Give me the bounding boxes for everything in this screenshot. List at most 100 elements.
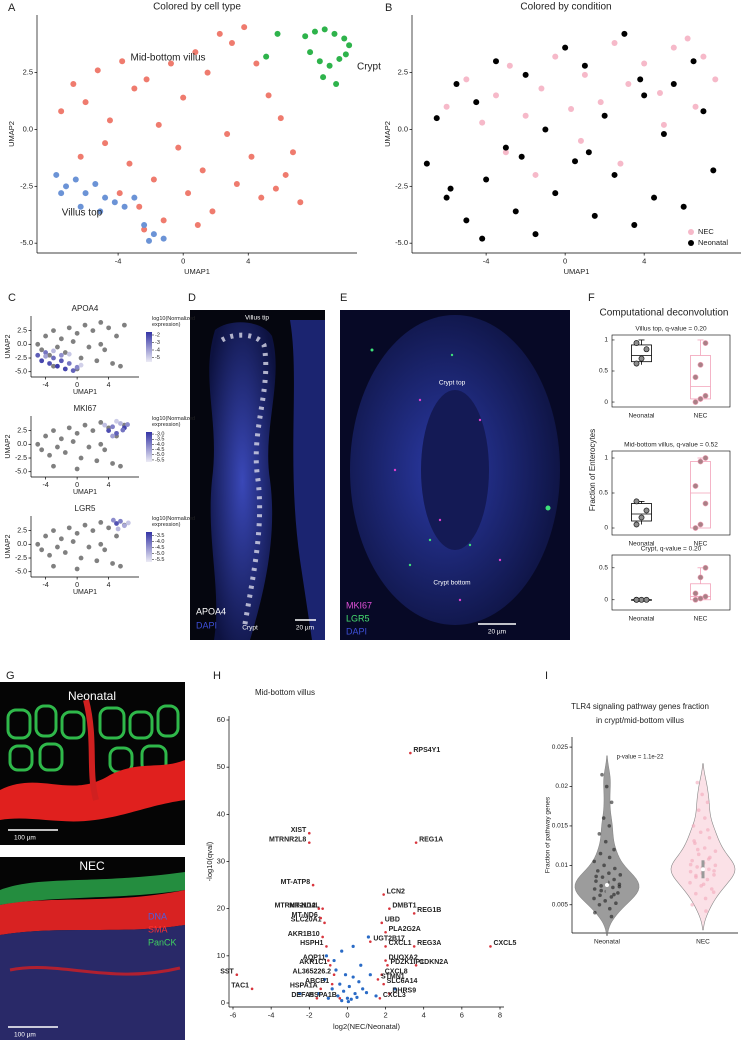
- point: [204, 69, 211, 76]
- point: [43, 353, 49, 359]
- y-tick-label: -2.5: [20, 181, 33, 190]
- point: [51, 355, 56, 361]
- point: [66, 325, 72, 331]
- violin: [574, 755, 640, 936]
- point: [594, 874, 598, 879]
- gene-label: RPS4Y1: [413, 747, 440, 754]
- point: [116, 190, 123, 197]
- point: [591, 212, 598, 219]
- point: [102, 422, 108, 428]
- point: [709, 887, 714, 891]
- gene-label: DHRS9: [392, 987, 416, 994]
- point: [492, 92, 499, 99]
- point: [58, 352, 64, 358]
- colorbar-tick-label: -4.0: [155, 539, 164, 545]
- y-tick-label: 0.01: [555, 862, 568, 869]
- point: [263, 53, 270, 60]
- gene-label: SLC20A1: [291, 917, 322, 924]
- point: [118, 563, 123, 569]
- point: [62, 450, 68, 455]
- point: [338, 982, 342, 986]
- highlight-point: [380, 921, 384, 925]
- point: [512, 208, 519, 215]
- point: [78, 455, 84, 461]
- colorbar: [146, 332, 152, 362]
- point: [51, 363, 56, 369]
- point: [39, 347, 45, 353]
- colorbar-label-box: log10(Normalized expression): [152, 416, 195, 428]
- point: [86, 544, 92, 550]
- point: [102, 140, 109, 147]
- y-tick-label: 0: [221, 998, 225, 1007]
- point: [102, 194, 109, 201]
- point: [63, 183, 70, 190]
- y-tick-label: 20: [217, 904, 225, 913]
- panel-letter: D: [188, 292, 196, 304]
- highlight-point: [412, 945, 416, 948]
- image-e: Crypt top Crypt bottom MKI67 LGR5 DAPI 2…: [340, 310, 570, 640]
- point: [595, 869, 600, 873]
- box: [631, 344, 652, 363]
- point: [121, 322, 127, 328]
- point: [150, 176, 157, 183]
- point: [74, 466, 80, 472]
- point: [342, 51, 349, 58]
- point: [621, 30, 628, 37]
- point: [336, 55, 343, 62]
- y-tick-label: -5.0: [15, 369, 27, 376]
- point: [643, 346, 650, 353]
- point: [641, 60, 648, 67]
- x-tick-label: -6: [230, 1010, 237, 1019]
- point: [712, 869, 716, 873]
- point: [651, 194, 658, 201]
- point: [121, 203, 128, 210]
- point: [697, 396, 704, 402]
- point: [97, 208, 104, 215]
- colorbar-tick-label: -5.0: [155, 551, 164, 557]
- colorbar-label: log10(Normalized expression): [152, 316, 196, 328]
- point: [697, 574, 704, 581]
- colorbar: [146, 432, 152, 462]
- point: [690, 858, 694, 863]
- point: [601, 816, 606, 820]
- highlight-point: [378, 996, 382, 1000]
- point: [66, 525, 72, 531]
- point: [330, 987, 334, 991]
- y-tick-label: 0.0: [17, 341, 27, 348]
- point: [355, 995, 359, 999]
- point: [351, 944, 355, 949]
- point: [334, 968, 338, 972]
- highlight-point: [369, 940, 372, 943]
- point: [86, 444, 92, 450]
- point: [700, 792, 704, 797]
- x-tick-label: -2: [306, 1010, 313, 1019]
- point: [233, 181, 240, 188]
- y-tick-label: -2.5: [15, 455, 27, 462]
- stain-label: SMA: [148, 924, 168, 934]
- x-tick-label: -4: [115, 256, 122, 265]
- point: [463, 76, 470, 83]
- point: [51, 428, 56, 434]
- x-tick-label: -4: [268, 1010, 275, 1019]
- x-axis-label: UMAP1: [184, 267, 210, 276]
- y-tick-label: 0.5: [599, 368, 608, 375]
- x-axis-label: UMAP1: [73, 589, 97, 596]
- highlight-point: [414, 841, 418, 844]
- point: [321, 26, 328, 33]
- point: [597, 902, 602, 907]
- x-tick-label: -4: [42, 482, 48, 489]
- highlight-point: [388, 992, 391, 995]
- image-label: Crypt: [242, 625, 258, 632]
- stain-label: LGR5: [346, 613, 370, 623]
- highlight-point: [388, 907, 391, 910]
- point: [110, 561, 115, 566]
- point: [347, 984, 351, 989]
- point: [502, 149, 509, 156]
- x-tick-label: -4: [42, 582, 48, 589]
- x-tick-label: 2: [383, 1010, 387, 1019]
- point: [114, 333, 119, 339]
- highlight-point: [376, 978, 380, 981]
- y-tick-label: -2.5: [395, 181, 408, 190]
- x-tick-label: NEC: [696, 939, 710, 946]
- stain-label: PanCK: [148, 937, 177, 947]
